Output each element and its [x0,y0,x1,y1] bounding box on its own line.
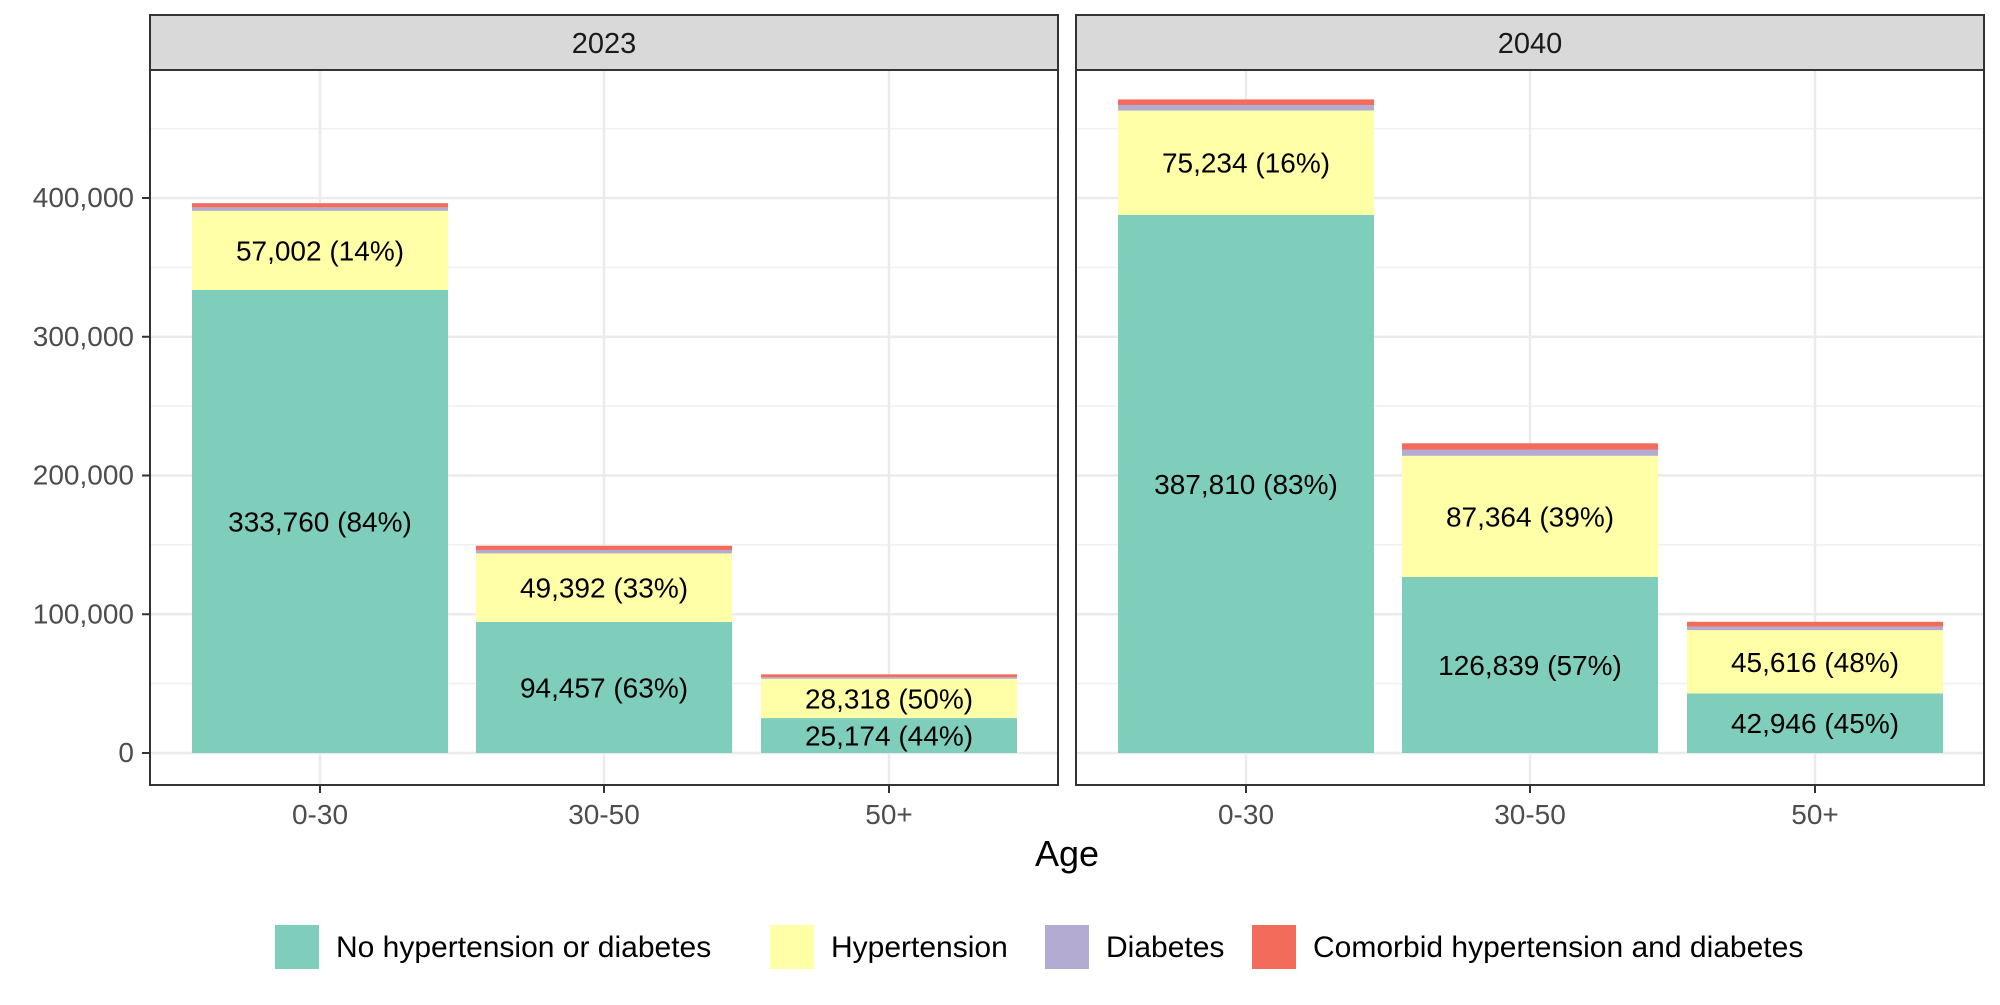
y-tick-label: 200,000 [33,460,134,491]
bar-segment [192,289,448,753]
facet-label: 2040 [1498,28,1563,60]
data-label: 57,002 (14%) [236,235,404,266]
bar-segment [476,621,732,753]
bar-segment [1687,630,1943,694]
data-label: 387,810 (83%) [1154,469,1338,500]
x-tick-label: 0-30 [1218,799,1274,830]
facet-label: 2023 [572,28,637,60]
bar-segment [1687,621,1943,627]
x-tick-label: 0-30 [292,799,348,830]
x-tick-label: 30-50 [1494,799,1566,830]
legend-label: Comorbid hypertension and diabetes [1313,931,1803,964]
legend-label: Diabetes [1106,931,1224,964]
legend-label: Hypertension [831,931,1008,964]
x-tick-label: 50+ [865,799,913,830]
data-label: 45,616 (48%) [1731,647,1899,678]
bar-segment [476,553,732,622]
bar-segment [1687,626,1943,631]
bar-segment [1402,455,1658,578]
data-label: 25,174 (44%) [805,721,973,752]
x-tick-label: 30-50 [568,799,640,830]
facet-strip [1075,14,1985,71]
legend-swatch [275,925,319,969]
data-label: 28,318 (50%) [805,683,973,714]
data-label: 87,364 (39%) [1446,501,1614,532]
legend-swatch [770,925,814,969]
data-label: 333,760 (84%) [228,506,412,537]
bar-segment [476,545,732,550]
bar-segment [761,678,1017,719]
x-axis-title: Age [1035,833,1099,874]
y-tick-label: 300,000 [33,321,134,352]
bar-segment [761,718,1017,753]
bar-segment [1118,99,1374,105]
bar-segment [1402,443,1658,450]
bar-segment [192,203,448,208]
y-tick-label: 400,000 [33,182,134,213]
legend-label: No hypertension or diabetes [336,931,711,964]
data-label: 94,457 (63%) [520,672,688,703]
bar-segment [192,207,448,211]
bar-segment [476,549,732,554]
bar-segment [1118,110,1374,215]
bar-segment [1118,214,1374,753]
legend-swatch [1045,925,1089,969]
data-label: 42,946 (45%) [1731,708,1899,739]
y-tick-label: 100,000 [33,598,134,629]
facet-strip [149,14,1059,71]
bar-segment [1687,693,1943,753]
data-label: 126,839 (57%) [1438,650,1622,681]
bar-segment [192,210,448,290]
data-label: 75,234 (16%) [1162,148,1330,179]
bar-segment [761,674,1017,678]
bar-segment [1402,577,1658,753]
bar-segment [1118,104,1374,111]
y-tick-label: 0 [118,737,134,768]
legend-swatch [1252,925,1296,969]
bar-segment [761,677,1017,679]
data-label: 49,392 (33%) [520,573,688,604]
bar-segment [1402,449,1658,456]
x-tick-label: 50+ [1791,799,1839,830]
